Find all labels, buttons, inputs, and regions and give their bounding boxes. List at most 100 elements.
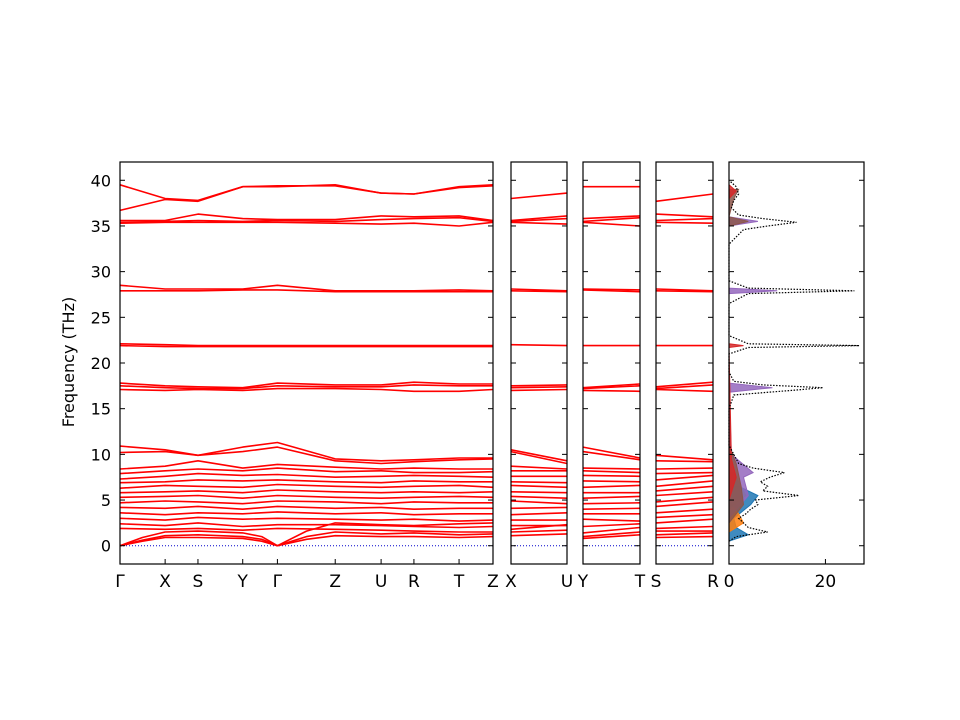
- phonon-band-line: [119, 384, 493, 390]
- phonon-band-line: [510, 450, 568, 465]
- phonon-band-line: [119, 446, 494, 465]
- dos-x-tick-label: 20: [815, 572, 837, 592]
- phonon-band-line: [655, 288, 714, 292]
- y-tick-label: 40: [91, 171, 111, 190]
- phonon-band-line: [510, 290, 568, 293]
- phonon-band-line: [582, 467, 641, 470]
- y-tick-label: 0: [101, 537, 111, 556]
- phonon-band-line: [655, 491, 714, 497]
- phonon-band-line: [510, 491, 568, 494]
- total-dos-line: [728, 179, 860, 542]
- dos-x-tick-label: 0: [724, 572, 735, 592]
- phonon-band-line: [119, 500, 493, 505]
- phonon-band-line: [119, 489, 494, 494]
- phonon-band-line: [510, 465, 568, 470]
- phonon-band-line: [119, 522, 494, 529]
- phonon-band-line: [510, 495, 568, 499]
- phonon-band-line: [582, 523, 641, 528]
- phonon-band-line: [510, 481, 568, 484]
- phonon-band-line: [582, 450, 641, 461]
- y-tick-label: 15: [91, 400, 111, 419]
- phonon-band-line: [119, 483, 494, 489]
- x-tick-label: S: [651, 572, 662, 592]
- phonon-band-line: [510, 192, 568, 200]
- phonon-band-line: [582, 385, 641, 390]
- phonon-band-line: [582, 221, 641, 227]
- phonon-band-line: [655, 501, 714, 508]
- phonon-band-line: [582, 534, 641, 540]
- phonon-band-line: [655, 518, 714, 524]
- phonon-band-line: [119, 184, 494, 212]
- x-tick-label: Y: [237, 572, 249, 592]
- phonon-band-line: [510, 529, 568, 533]
- phonon-band-line: [119, 344, 493, 348]
- phonon-band-line: [582, 495, 641, 499]
- x-tick-label: U: [561, 572, 573, 592]
- phonon-band-line: [510, 512, 568, 516]
- phonon-band-line: [119, 479, 493, 484]
- phonon-band-line: [510, 506, 568, 510]
- phonon-band-line: [582, 484, 641, 489]
- band-panel-main: 0 5 10 15 20 25 30 35 40 Γ X S Y Γ Z U R T Z: [91, 161, 499, 592]
- phonon-band-line: [582, 480, 641, 483]
- x-tick-label: U: [375, 572, 387, 592]
- x-tick-label: Z: [487, 572, 499, 592]
- phonon-band-line: [582, 507, 641, 510]
- y-tick-label: 35: [91, 217, 111, 236]
- phonon-band-line: [119, 511, 493, 516]
- phonon-band-line: [510, 500, 568, 505]
- y-tick-label: 25: [91, 308, 111, 327]
- phonon-band-line: [655, 213, 714, 218]
- phonon-band-line: [655, 535, 714, 539]
- phonon-band-line: [119, 221, 494, 227]
- phonon-band-line: [119, 534, 494, 547]
- phonon-band-line: [582, 289, 641, 293]
- phonon-band-line: [655, 193, 714, 203]
- x-tick-label: S: [193, 572, 204, 592]
- phonon-band-line: [655, 471, 714, 475]
- phonon-band-line: [655, 217, 714, 222]
- phonon-band-line: [510, 384, 568, 387]
- phonon-band-line: [655, 454, 714, 461]
- phonon-band-line: [510, 343, 568, 347]
- phonon-band-line: [510, 288, 568, 292]
- phonon-band-line: [655, 485, 714, 492]
- x-tick-label: R: [408, 572, 420, 592]
- x-tick-label: Z: [329, 572, 341, 592]
- phonon-band-line: [582, 531, 641, 538]
- phonon-band-line: [655, 384, 714, 390]
- phonon-band-line: [510, 388, 568, 392]
- phonon-band-line: [119, 494, 494, 499]
- phonon-band-line: [655, 474, 714, 481]
- x-tick-label: Γ: [115, 572, 125, 592]
- phonon-band-line: [119, 216, 494, 224]
- phonon-band-line: [582, 502, 641, 505]
- x-tick-label: Γ: [273, 572, 283, 592]
- phonon-band-line: [119, 441, 493, 462]
- phonon-band-line: [582, 288, 641, 291]
- phonon-band-line: [119, 460, 493, 470]
- phonon-band-line: [510, 386, 568, 389]
- phonon-band-line: [510, 533, 568, 537]
- phonon-band-line: [582, 383, 641, 389]
- phonon-band-line: [582, 389, 641, 393]
- phonon-band-line: [119, 284, 494, 292]
- phonon-band-line: [655, 508, 714, 514]
- phonon-band-line: [510, 215, 568, 222]
- phonon-band-line: [655, 388, 714, 393]
- phonon-band-line: [119, 387, 494, 393]
- y-tick-label: 5: [101, 491, 111, 510]
- y-tick-label: 20: [91, 354, 111, 373]
- phonon-band-line: [582, 446, 641, 459]
- phonon-band-line: [655, 467, 714, 470]
- phonon-band-line: [119, 505, 493, 510]
- phonon-band-line: [510, 484, 568, 489]
- phonon-band-line: [582, 216, 641, 223]
- phonon-band-line: [510, 221, 568, 225]
- phonon-band-line: [120, 213, 494, 222]
- phonon-band-line: [510, 217, 568, 223]
